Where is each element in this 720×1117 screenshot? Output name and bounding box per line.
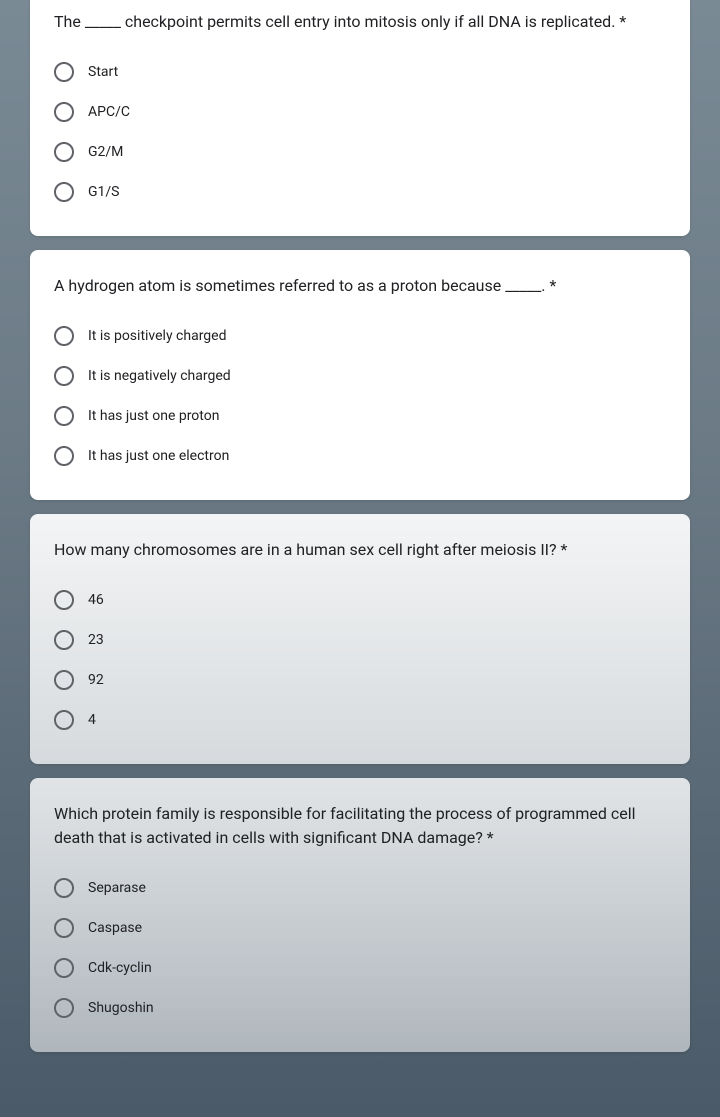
option-positively-charged[interactable]: It is positively charged bbox=[54, 316, 666, 356]
option-23[interactable]: 23 bbox=[54, 620, 666, 660]
option-label: G1/S bbox=[88, 184, 120, 200]
radio-icon bbox=[54, 918, 74, 938]
option-label: 92 bbox=[88, 672, 104, 688]
option-label: 4 bbox=[88, 712, 96, 728]
radio-icon bbox=[54, 62, 74, 82]
question-text: The _____ checkpoint permits cell entry … bbox=[54, 10, 666, 34]
options-group: Separase Caspase Cdk-cyclin Shugoshin bbox=[54, 868, 666, 1028]
question-text: A hydrogen atom is sometimes referred to… bbox=[54, 274, 666, 298]
options-group: 46 23 92 4 bbox=[54, 580, 666, 740]
radio-icon bbox=[54, 142, 74, 162]
option-label: Start bbox=[88, 64, 118, 80]
option-label: 46 bbox=[88, 592, 104, 608]
option-label: It has just one proton bbox=[88, 408, 219, 424]
option-apcc[interactable]: APC/C bbox=[54, 92, 666, 132]
radio-icon bbox=[54, 406, 74, 426]
radio-icon bbox=[54, 710, 74, 730]
option-label: G2/M bbox=[88, 144, 123, 160]
option-label: APC/C bbox=[88, 104, 130, 120]
option-one-proton[interactable]: It has just one proton bbox=[54, 396, 666, 436]
option-g2m[interactable]: G2/M bbox=[54, 132, 666, 172]
radio-icon bbox=[54, 366, 74, 386]
question-text: How many chromosomes are in a human sex … bbox=[54, 538, 666, 562]
option-label: Shugoshin bbox=[88, 1000, 154, 1016]
options-group: Start APC/C G2/M G1/S bbox=[54, 52, 666, 212]
radio-icon bbox=[54, 182, 74, 202]
option-shugoshin[interactable]: Shugoshin bbox=[54, 988, 666, 1028]
option-label: It is negatively charged bbox=[88, 368, 231, 384]
option-4[interactable]: 4 bbox=[54, 700, 666, 740]
option-46[interactable]: 46 bbox=[54, 580, 666, 620]
option-one-electron[interactable]: It has just one electron bbox=[54, 436, 666, 476]
question-card-3: How many chromosomes are in a human sex … bbox=[30, 514, 690, 764]
question-card-2: A hydrogen atom is sometimes referred to… bbox=[30, 250, 690, 500]
radio-icon bbox=[54, 878, 74, 898]
question-text: Which protein family is responsible for … bbox=[54, 802, 666, 850]
option-g1s[interactable]: G1/S bbox=[54, 172, 666, 212]
option-start[interactable]: Start bbox=[54, 52, 666, 92]
radio-icon bbox=[54, 630, 74, 650]
radio-icon bbox=[54, 958, 74, 978]
question-card-1: The _____ checkpoint permits cell entry … bbox=[30, 0, 690, 236]
radio-icon bbox=[54, 102, 74, 122]
option-label: Separase bbox=[88, 880, 146, 896]
option-negatively-charged[interactable]: It is negatively charged bbox=[54, 356, 666, 396]
radio-icon bbox=[54, 326, 74, 346]
option-label: Cdk-cyclin bbox=[88, 960, 152, 976]
radio-icon bbox=[54, 670, 74, 690]
radio-icon bbox=[54, 998, 74, 1018]
option-label: It is positively charged bbox=[88, 328, 227, 344]
options-group: It is positively charged It is negativel… bbox=[54, 316, 666, 476]
question-card-4: Which protein family is responsible for … bbox=[30, 778, 690, 1052]
radio-icon bbox=[54, 446, 74, 466]
option-caspase[interactable]: Caspase bbox=[54, 908, 666, 948]
option-label: It has just one electron bbox=[88, 448, 229, 464]
option-label: Caspase bbox=[88, 920, 142, 936]
radio-icon bbox=[54, 590, 74, 610]
option-cdk-cyclin[interactable]: Cdk-cyclin bbox=[54, 948, 666, 988]
option-label: 23 bbox=[88, 632, 104, 648]
option-92[interactable]: 92 bbox=[54, 660, 666, 700]
option-separase[interactable]: Separase bbox=[54, 868, 666, 908]
